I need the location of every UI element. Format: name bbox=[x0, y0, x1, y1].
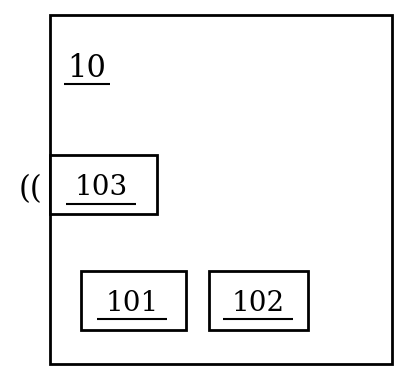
Text: ((: (( bbox=[19, 174, 43, 205]
Bar bbox=[81, 271, 186, 330]
Text: 102: 102 bbox=[232, 290, 285, 317]
Bar bbox=[209, 271, 308, 330]
Bar bbox=[50, 155, 157, 214]
Text: 103: 103 bbox=[75, 174, 128, 201]
Bar bbox=[50, 15, 392, 364]
Text: 101: 101 bbox=[106, 290, 159, 317]
Text: 10: 10 bbox=[67, 53, 106, 84]
